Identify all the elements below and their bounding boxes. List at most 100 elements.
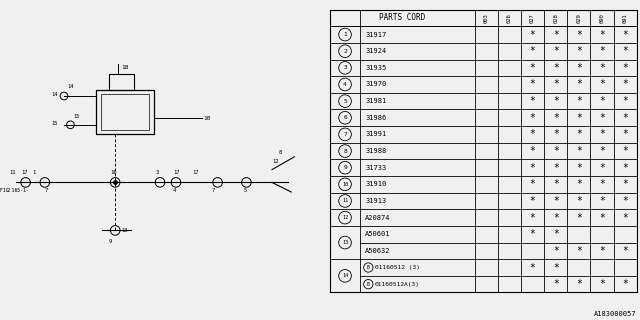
Text: 31970: 31970	[365, 82, 387, 87]
Text: 8: 8	[278, 149, 282, 155]
Text: *: *	[599, 279, 605, 289]
Text: 31917: 31917	[365, 32, 387, 37]
Text: 31733: 31733	[365, 165, 387, 171]
Text: 17: 17	[173, 170, 179, 175]
Text: 5: 5	[243, 188, 246, 193]
Text: 1: 1	[343, 32, 347, 37]
Text: PARTS CORD: PARTS CORD	[379, 13, 425, 22]
Text: *: *	[599, 129, 605, 140]
Text: *: *	[599, 113, 605, 123]
Text: 4: 4	[173, 188, 176, 193]
Text: *: *	[553, 63, 559, 73]
Text: *: *	[530, 163, 536, 173]
Text: 16: 16	[111, 170, 117, 175]
Text: 7: 7	[343, 132, 347, 137]
Text: *: *	[530, 262, 536, 273]
Text: 31986: 31986	[365, 115, 387, 121]
Text: *: *	[553, 163, 559, 173]
Text: 3: 3	[156, 170, 159, 175]
Text: 4: 4	[343, 82, 347, 87]
Text: 14: 14	[67, 84, 74, 89]
Text: *: *	[576, 29, 582, 40]
Text: *: *	[553, 46, 559, 56]
Text: 026: 026	[507, 13, 512, 23]
Text: *: *	[576, 113, 582, 123]
Text: *: *	[530, 29, 536, 40]
Text: *: *	[622, 113, 628, 123]
Text: *: *	[622, 96, 628, 106]
Text: *: *	[622, 29, 628, 40]
Text: 9: 9	[343, 165, 347, 170]
Text: *: *	[622, 212, 628, 223]
Text: *: *	[530, 212, 536, 223]
Bar	[101, 94, 149, 130]
Text: *: *	[553, 229, 559, 239]
Text: 2: 2	[343, 49, 347, 54]
Text: *: *	[622, 279, 628, 289]
Text: *: *	[599, 29, 605, 40]
Text: *: *	[530, 113, 536, 123]
Text: *: *	[553, 279, 559, 289]
Text: 15: 15	[74, 114, 80, 119]
Text: *: *	[530, 196, 536, 206]
Text: 9: 9	[109, 239, 112, 244]
Text: 12: 12	[272, 159, 278, 164]
Text: 01160512A(3): 01160512A(3)	[374, 282, 420, 287]
Text: 6: 6	[343, 115, 347, 120]
Text: 31991: 31991	[365, 132, 387, 137]
Text: *: *	[530, 96, 536, 106]
Text: 17: 17	[20, 170, 28, 175]
Text: 13: 13	[122, 228, 128, 233]
Text: *: *	[622, 246, 628, 256]
Text: 11: 11	[10, 170, 16, 175]
Text: *: *	[576, 146, 582, 156]
Text: *: *	[530, 129, 536, 140]
Text: *: *	[576, 129, 582, 140]
Text: 01160512 (3): 01160512 (3)	[374, 265, 420, 270]
Text: *: *	[576, 279, 582, 289]
Text: *: *	[599, 146, 605, 156]
Text: B: B	[367, 265, 370, 270]
Text: 13: 13	[342, 240, 348, 245]
Text: 1: 1	[32, 170, 35, 175]
Text: 10: 10	[342, 182, 348, 187]
Text: *: *	[599, 163, 605, 173]
Text: 091: 091	[623, 13, 628, 23]
Text: 14: 14	[51, 92, 58, 97]
Text: 027: 027	[530, 13, 535, 23]
Text: *: *	[576, 179, 582, 189]
Text: *: *	[553, 79, 559, 90]
Text: *: *	[530, 179, 536, 189]
Text: A20874: A20874	[365, 215, 391, 220]
Text: *: *	[576, 79, 582, 90]
Text: *: *	[576, 163, 582, 173]
Text: 18: 18	[122, 65, 129, 70]
Text: A183000057: A183000057	[595, 311, 637, 317]
Text: A50601: A50601	[365, 231, 391, 237]
Text: 3: 3	[343, 65, 347, 70]
Text: *: *	[576, 212, 582, 223]
Text: *: *	[622, 196, 628, 206]
Text: 029: 029	[577, 13, 581, 23]
Text: *: *	[553, 29, 559, 40]
Text: *: *	[530, 229, 536, 239]
Text: 31981: 31981	[365, 98, 387, 104]
Text: *: *	[622, 79, 628, 90]
Text: 17: 17	[192, 170, 198, 175]
Text: *: *	[553, 246, 559, 256]
Text: 31924: 31924	[365, 48, 387, 54]
Text: *: *	[599, 96, 605, 106]
Text: *: *	[599, 212, 605, 223]
Text: 15: 15	[51, 121, 58, 126]
Text: 028: 028	[553, 13, 558, 23]
Text: B: B	[367, 282, 370, 287]
Text: 11: 11	[342, 198, 348, 204]
Text: *: *	[576, 246, 582, 256]
Text: *: *	[553, 129, 559, 140]
Text: *: *	[599, 196, 605, 206]
Text: 31988: 31988	[365, 148, 387, 154]
Text: FIG 165-1-: FIG 165-1-	[0, 188, 29, 193]
Text: *: *	[622, 179, 628, 189]
Text: *: *	[599, 246, 605, 256]
Text: *: *	[576, 46, 582, 56]
